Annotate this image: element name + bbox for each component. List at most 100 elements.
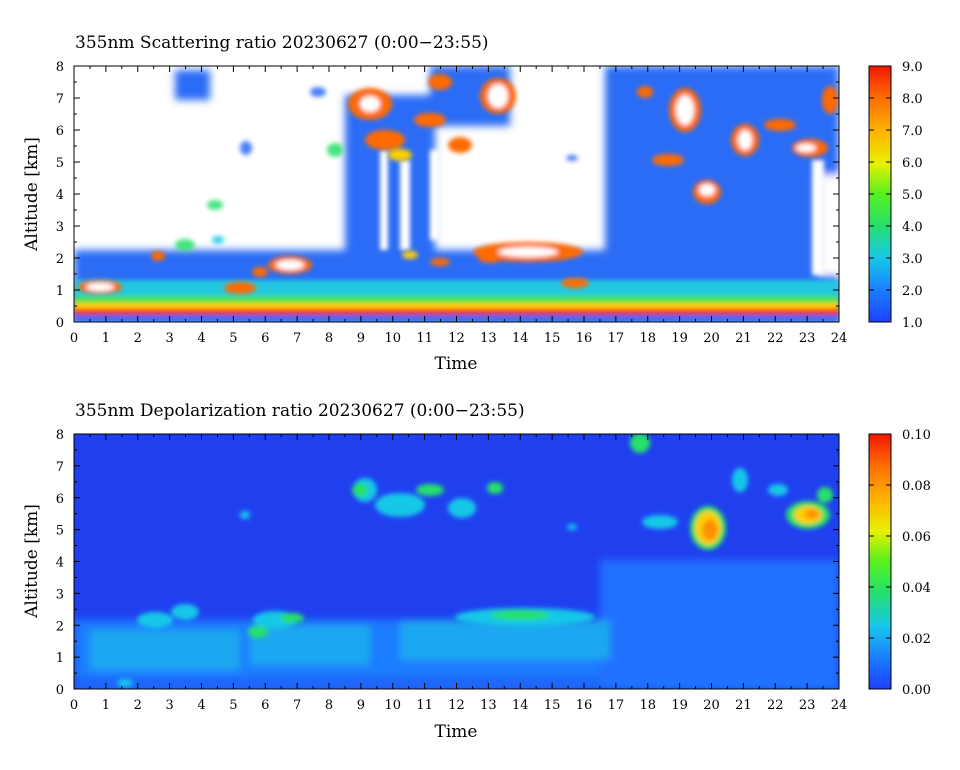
y-tick-label: 5 [56,156,64,171]
x-tick-label: 19 [671,698,688,713]
x-tick-label: 3 [165,698,173,713]
x-tick-label: 15 [544,331,561,346]
colorbar-tick-label: 0.04 [902,581,931,596]
x-tick-label: 14 [512,331,529,346]
y-tick-label: 1 [56,651,64,666]
x-tick-label: 24 [831,698,848,713]
x-tick-label: 0 [70,331,78,346]
colorbar-tick-label: 0.08 [902,479,931,494]
y-tick-label: 3 [56,220,64,235]
depolarization-ratio-panel: 355nm Depolarization ratio 20230627 (0:0… [22,401,931,742]
colorbar-tick-label: 0.06 [902,530,931,545]
colorbar-tick-label: 0.00 [902,683,931,698]
x-tick-label: 12 [448,331,465,346]
colorbar-tick-label: 7.0 [902,124,923,139]
y-tick-label: 3 [56,587,64,602]
x-tick-label: 6 [261,698,269,713]
colorbar: 1.0 2.0 3.0 4.0 5.0 6.0 7.0 8.0 9.0 [868,60,923,331]
heatmap-scattering [74,66,839,322]
x-tick-label: 22 [767,331,784,346]
colorbar-tick-label: 8.0 [902,92,923,107]
x-tick-label: 7 [293,331,301,346]
x-tick-label: 11 [416,698,433,713]
x-tick-label: 9 [357,331,365,346]
y-tick-label: 6 [56,124,64,139]
x-tick-label: 13 [480,698,497,713]
x-tick-label: 8 [325,698,333,713]
x-tick-label: 0 [70,698,78,713]
x-tick-label: 19 [671,331,688,346]
x-tick-label: 16 [576,698,593,713]
x-tick-label: 5 [229,331,237,346]
y-tick-label: 2 [56,252,64,267]
colorbar-tick-label: 0.02 [902,632,931,647]
x-axis: 0 1 2 3 4 5 6 7 8 9 10 11 12 13 14 15 16 17 18 19 20 21 22 23 24 [70,66,847,346]
colorbar-tick-label: 4.0 [902,220,923,235]
scattering-ratio-panel: 355nm Scattering ratio 20230627 (0:00−23… [22,33,923,374]
x-axis-label: Time [435,354,478,374]
y-tick-label: 8 [56,60,64,75]
y-axis: 0 1 2 3 4 5 6 7 8 [56,428,839,698]
y-tick-label: 7 [56,460,64,475]
y-axis: 0 1 2 3 4 5 6 7 8 [56,60,839,331]
x-tick-label: 8 [325,331,333,346]
x-tick-label: 20 [703,331,720,346]
x-tick-label: 17 [608,698,625,713]
x-tick-label: 1 [102,698,110,713]
y-tick-label: 2 [56,619,64,634]
y-tick-label: 5 [56,524,64,539]
x-tick-label: 6 [261,331,269,346]
x-tick-label: 11 [416,331,433,346]
x-tick-label: 10 [384,698,401,713]
y-axis-label: Altitude [km] [22,137,42,252]
colorbar-tick-label: 3.0 [902,252,923,267]
x-tick-label: 4 [197,331,205,346]
colorbar-tick-label: 6.0 [902,156,923,171]
x-tick-label: 4 [197,698,205,713]
heatmap-depolarization [74,434,839,689]
x-tick-label: 2 [134,331,142,346]
y-tick-label: 8 [56,428,64,443]
x-tick-label: 14 [512,698,529,713]
y-tick-label: 4 [56,556,64,571]
y-axis-label: Altitude [km] [22,504,42,619]
colorbar-tick-label: 1.0 [902,316,923,331]
x-tick-label: 2 [134,698,142,713]
x-tick-label: 21 [735,331,752,346]
x-tick-label: 22 [767,698,784,713]
y-tick-label: 4 [56,188,64,203]
x-tick-label: 24 [831,331,848,346]
x-tick-label: 18 [639,331,656,346]
y-tick-label: 1 [56,284,64,299]
x-tick-label: 5 [229,698,237,713]
x-tick-label: 21 [735,698,752,713]
chart-title: 355nm Depolarization ratio 20230627 (0:0… [75,401,525,421]
x-tick-label: 9 [357,698,365,713]
x-tick-label: 23 [799,698,816,713]
x-tick-label: 13 [480,331,497,346]
colorbar: 0.00 0.02 0.04 0.06 0.08 0.10 [868,428,931,698]
x-tick-label: 17 [608,331,625,346]
x-tick-label: 3 [165,331,173,346]
x-tick-label: 12 [448,698,465,713]
x-tick-label: 1 [102,331,110,346]
y-tick-label: 0 [56,683,64,698]
colorbar-tick-label: 9.0 [902,60,923,75]
colorbar-tick-label: 2.0 [902,284,923,299]
x-tick-label: 15 [544,698,561,713]
x-axis: 0 1 2 3 4 5 6 7 8 9 10 11 12 13 14 15 16 17 18 19 20 21 22 23 24 [70,434,847,713]
x-tick-label: 23 [799,331,816,346]
x-tick-label: 18 [639,698,656,713]
x-tick-label: 10 [384,331,401,346]
colorbar-tick-label: 0.10 [902,428,931,443]
y-tick-label: 7 [56,92,64,107]
y-tick-label: 0 [56,316,64,331]
chart-title: 355nm Scattering ratio 20230627 (0:00−23… [75,33,489,53]
colorbar-gradient [868,433,892,690]
x-tick-label: 20 [703,698,720,713]
x-tick-label: 16 [576,331,593,346]
x-tick-label: 7 [293,698,301,713]
colorbar-tick-label: 5.0 [902,188,923,203]
x-axis-label: Time [435,722,478,742]
